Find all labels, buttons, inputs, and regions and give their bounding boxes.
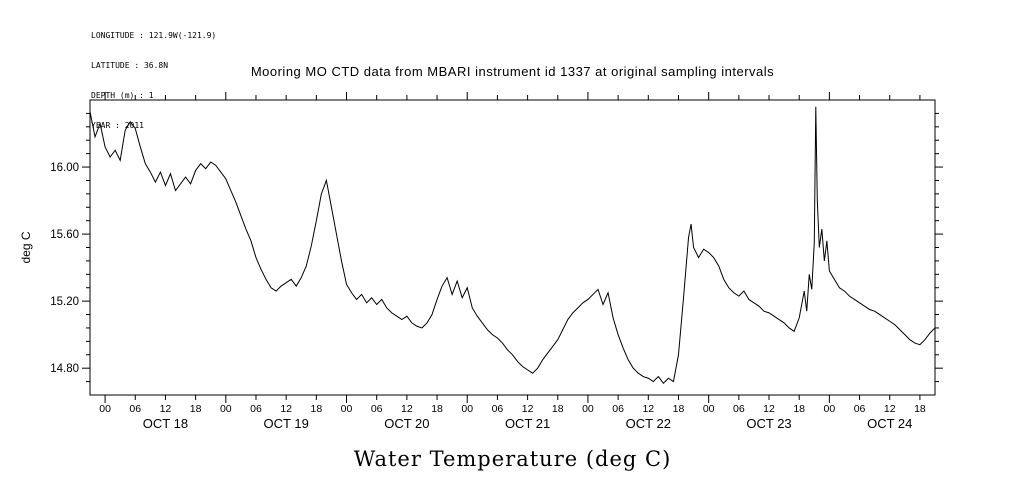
x-hour-label: 18 [552,403,564,415]
x-hour-label: 00 [703,403,715,415]
x-hour-label: 12 [280,403,292,415]
x-axis-caption: Water Temperature (deg C) [353,447,672,471]
x-hour-label: 12 [884,403,896,415]
x-hour-label: 12 [160,403,172,415]
x-hour-label: 12 [401,403,413,415]
x-hour-label: 12 [522,403,534,415]
x-day-label: OCT 21 [505,416,550,431]
temperature-trace [89,106,936,385]
x-hour-label: 00 [341,403,353,415]
x-hour-label: 06 [854,403,866,415]
x-hour-label: 06 [612,403,624,415]
x-day-label: OCT 23 [746,416,791,431]
x-day-label: OCT 19 [264,416,309,431]
x-hour-label: 18 [190,403,202,415]
x-hour-label: 00 [220,403,232,415]
x-hour-label: 00 [461,403,473,415]
metadata-depth: DEPTH (m) : 1 [91,91,154,100]
x-hour-label: 06 [733,403,745,415]
y-tick-label: 16.00 [50,162,79,174]
x-day-label: OCT 20 [384,416,429,431]
y-tick-label: 14.80 [50,363,79,375]
x-hour-label: 18 [431,403,443,415]
x-hour-label: 12 [642,403,654,415]
metadata-longitude: LONGITUDE : 121.9W(-121.9) [91,31,217,40]
x-hour-label: 06 [371,403,383,415]
metadata-latitude: LATITUDE : 36.8N [91,61,169,70]
plot-frame [89,99,936,396]
x-hour-label: 18 [310,403,322,415]
x-hour-label: 00 [582,403,594,415]
y-axis-label: deg C [19,231,33,263]
x-hour-label: 06 [129,403,141,415]
x-hour-label: 12 [763,403,775,415]
y-tick-label: 15.20 [50,296,79,308]
x-hour-label: 06 [250,403,262,415]
x-hour-label: 18 [673,403,685,415]
x-hour-label: 06 [492,403,504,415]
x-hour-label: 18 [793,403,805,415]
x-day-label: OCT 24 [867,416,912,431]
chart-title: Mooring MO CTD data from MBARI instrumen… [250,64,775,79]
x-hour-label: 00 [824,403,836,415]
x-day-label: OCT 18 [143,416,188,431]
y-tick-label: 15.60 [50,229,79,241]
x-hour-label: 18 [914,403,926,415]
x-day-label: OCT 22 [626,416,671,431]
x-hour-label: 00 [99,403,111,415]
